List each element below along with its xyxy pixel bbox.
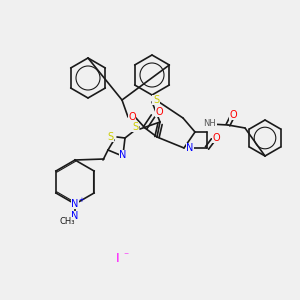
Text: O: O bbox=[229, 110, 237, 120]
Text: S: S bbox=[132, 122, 138, 132]
Text: N: N bbox=[119, 150, 127, 160]
Text: ⁻: ⁻ bbox=[123, 251, 129, 261]
Text: CH₃: CH₃ bbox=[59, 218, 75, 226]
Text: N: N bbox=[186, 143, 194, 153]
Text: N: N bbox=[71, 199, 79, 209]
Text: S: S bbox=[153, 95, 159, 105]
Text: NH: NH bbox=[204, 119, 216, 128]
Text: O: O bbox=[128, 112, 136, 122]
Text: O: O bbox=[212, 133, 220, 143]
Text: O: O bbox=[155, 107, 163, 117]
Text: S: S bbox=[107, 132, 113, 142]
Text: N: N bbox=[71, 211, 79, 221]
Text: +: + bbox=[78, 197, 84, 203]
Text: I: I bbox=[116, 251, 120, 265]
